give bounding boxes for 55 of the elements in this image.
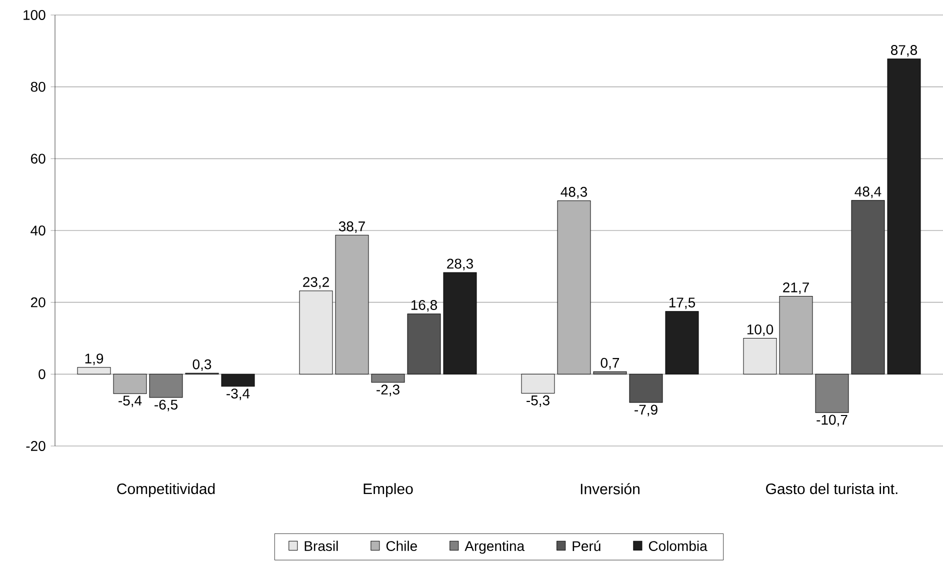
y-tick-label: 100 bbox=[24, 10, 46, 20]
data-label: 0,3 bbox=[192, 359, 212, 371]
bar bbox=[779, 296, 813, 374]
bar bbox=[521, 374, 555, 394]
legend-label: Brasil bbox=[304, 540, 338, 552]
bar bbox=[299, 290, 333, 374]
bar bbox=[149, 374, 183, 398]
bar bbox=[221, 374, 255, 387]
data-label: -5,3 bbox=[526, 395, 550, 407]
bar bbox=[77, 367, 111, 374]
data-label: -2,3 bbox=[376, 384, 400, 396]
x-tick-label: Inversión bbox=[580, 483, 640, 494]
y-tick-label: 60 bbox=[31, 154, 46, 164]
y-tick-label: 20 bbox=[31, 297, 46, 308]
x-tick-label: Gasto del turista int. bbox=[766, 483, 898, 494]
legend-label: Argentina bbox=[464, 540, 525, 554]
bar bbox=[743, 338, 777, 374]
data-label: -7,9 bbox=[634, 404, 658, 416]
bar bbox=[557, 200, 591, 374]
data-label: -6,5 bbox=[154, 400, 178, 412]
bar bbox=[335, 234, 369, 374]
bar bbox=[851, 200, 885, 374]
legend-label: Perú bbox=[572, 540, 600, 552]
data-label: -5,4 bbox=[118, 396, 142, 408]
bar bbox=[629, 374, 663, 403]
y-tick-label: 40 bbox=[30, 226, 46, 236]
data-label: -10,7 bbox=[816, 414, 848, 426]
bar bbox=[665, 311, 699, 374]
y-tick-label: -20 bbox=[26, 441, 46, 451]
bar bbox=[371, 374, 405, 383]
data-label: 38,7 bbox=[338, 221, 365, 233]
bar bbox=[113, 374, 147, 394]
data-label: 48,3 bbox=[560, 186, 588, 198]
data-label: 21,7 bbox=[783, 282, 809, 294]
data-label: -3,4 bbox=[226, 388, 250, 400]
bar bbox=[443, 272, 477, 374]
y-tick-label: 80 bbox=[30, 82, 46, 92]
bar bbox=[593, 371, 627, 374]
x-tick-label: Competitividad bbox=[117, 483, 215, 498]
x-tick-label: Empleo bbox=[364, 483, 413, 498]
data-label: 87,8 bbox=[890, 45, 918, 57]
bar bbox=[887, 58, 921, 374]
legend-label: Colombia bbox=[648, 540, 708, 552]
bar bbox=[815, 374, 849, 413]
data-label: 23,2 bbox=[303, 277, 329, 289]
legend-label: Chile bbox=[386, 540, 417, 552]
data-label: 17,5 bbox=[669, 298, 696, 310]
data-label: 28,3 bbox=[447, 258, 474, 270]
data-label: 16,8 bbox=[411, 300, 438, 312]
y-tick-label: 0 bbox=[38, 369, 46, 380]
data-label: 48,4 bbox=[854, 186, 882, 198]
data-label: 0,7 bbox=[600, 358, 620, 370]
data-label: 10,0 bbox=[747, 324, 774, 336]
bar bbox=[407, 314, 441, 374]
data-label: 1,9 bbox=[85, 354, 104, 366]
